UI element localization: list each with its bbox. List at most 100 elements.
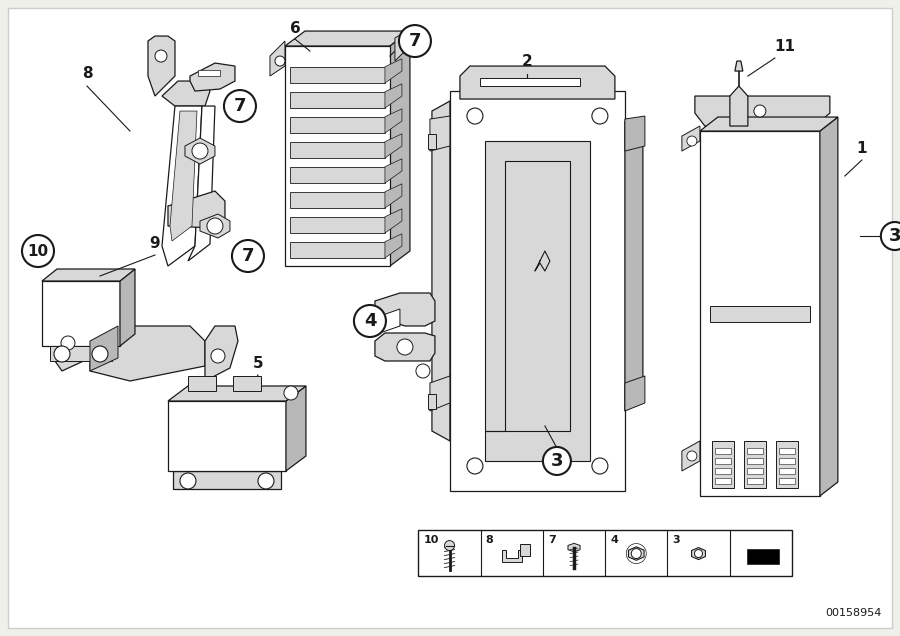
Text: 3: 3 xyxy=(888,227,900,245)
Polygon shape xyxy=(730,86,748,126)
Polygon shape xyxy=(385,184,402,208)
Bar xyxy=(428,134,436,149)
Polygon shape xyxy=(432,101,450,441)
Polygon shape xyxy=(735,61,742,71)
Circle shape xyxy=(207,218,223,234)
Circle shape xyxy=(695,550,703,558)
Circle shape xyxy=(275,56,285,66)
Polygon shape xyxy=(375,333,435,361)
Text: 5: 5 xyxy=(253,356,264,371)
Polygon shape xyxy=(385,209,402,233)
Polygon shape xyxy=(185,138,215,164)
Circle shape xyxy=(92,346,108,362)
Polygon shape xyxy=(55,318,90,371)
Polygon shape xyxy=(286,386,306,471)
Polygon shape xyxy=(625,376,645,411)
Circle shape xyxy=(180,473,196,489)
Polygon shape xyxy=(712,441,733,488)
Text: 2: 2 xyxy=(521,54,532,69)
Text: 8: 8 xyxy=(486,535,493,545)
Circle shape xyxy=(22,235,54,267)
Polygon shape xyxy=(485,141,590,461)
Polygon shape xyxy=(385,234,402,258)
Polygon shape xyxy=(290,67,385,83)
Polygon shape xyxy=(290,142,385,158)
Circle shape xyxy=(61,336,75,350)
Polygon shape xyxy=(168,386,306,401)
Polygon shape xyxy=(170,111,197,241)
Polygon shape xyxy=(625,116,645,151)
Polygon shape xyxy=(148,36,175,96)
Text: 7: 7 xyxy=(242,247,254,265)
Text: 3: 3 xyxy=(672,535,680,545)
Polygon shape xyxy=(162,81,210,106)
Text: 10: 10 xyxy=(423,535,439,545)
Text: 4: 4 xyxy=(364,312,376,330)
Circle shape xyxy=(881,222,900,250)
Bar xyxy=(747,458,763,464)
Circle shape xyxy=(592,108,608,124)
Circle shape xyxy=(54,346,70,362)
Bar xyxy=(715,478,731,484)
Circle shape xyxy=(754,105,766,117)
Polygon shape xyxy=(695,96,830,126)
Polygon shape xyxy=(290,117,385,133)
Polygon shape xyxy=(747,549,778,563)
Bar xyxy=(198,70,220,76)
Text: 00158954: 00158954 xyxy=(825,608,882,618)
Bar xyxy=(778,448,795,454)
Polygon shape xyxy=(42,269,135,281)
Bar xyxy=(747,448,763,454)
Bar xyxy=(747,468,763,474)
Polygon shape xyxy=(568,543,580,552)
Circle shape xyxy=(416,364,430,378)
Polygon shape xyxy=(385,59,402,83)
Bar xyxy=(418,530,792,576)
Text: 4: 4 xyxy=(610,535,618,545)
Polygon shape xyxy=(502,550,522,562)
Bar xyxy=(428,394,436,409)
Circle shape xyxy=(258,473,274,489)
Polygon shape xyxy=(380,309,400,333)
Polygon shape xyxy=(233,376,261,391)
Polygon shape xyxy=(682,441,700,471)
Polygon shape xyxy=(430,116,450,151)
Polygon shape xyxy=(682,126,700,151)
Circle shape xyxy=(284,386,298,400)
Polygon shape xyxy=(820,117,838,496)
Polygon shape xyxy=(700,131,820,496)
Polygon shape xyxy=(200,214,230,238)
Polygon shape xyxy=(385,109,402,133)
Polygon shape xyxy=(50,346,112,361)
Polygon shape xyxy=(390,31,410,266)
Polygon shape xyxy=(120,269,135,346)
Polygon shape xyxy=(776,441,798,488)
Bar xyxy=(778,458,795,464)
Text: 8: 8 xyxy=(82,66,93,81)
Text: 9: 9 xyxy=(149,236,160,251)
Polygon shape xyxy=(290,167,385,183)
Polygon shape xyxy=(285,46,390,266)
Polygon shape xyxy=(375,293,435,326)
Polygon shape xyxy=(430,376,450,411)
Text: 1: 1 xyxy=(857,141,867,156)
Text: 7: 7 xyxy=(234,97,247,115)
Circle shape xyxy=(211,349,225,363)
Bar xyxy=(715,448,731,454)
Polygon shape xyxy=(168,191,225,228)
Circle shape xyxy=(467,458,483,474)
Polygon shape xyxy=(385,84,402,108)
Polygon shape xyxy=(270,41,285,76)
Polygon shape xyxy=(90,326,205,381)
Polygon shape xyxy=(385,134,402,158)
Bar xyxy=(480,78,580,86)
Circle shape xyxy=(687,136,697,146)
Polygon shape xyxy=(168,401,286,471)
Polygon shape xyxy=(625,121,643,411)
Text: 11: 11 xyxy=(774,39,796,54)
Polygon shape xyxy=(42,281,120,346)
Polygon shape xyxy=(628,547,644,560)
Polygon shape xyxy=(90,326,118,371)
Bar xyxy=(778,478,795,484)
Circle shape xyxy=(224,90,256,122)
